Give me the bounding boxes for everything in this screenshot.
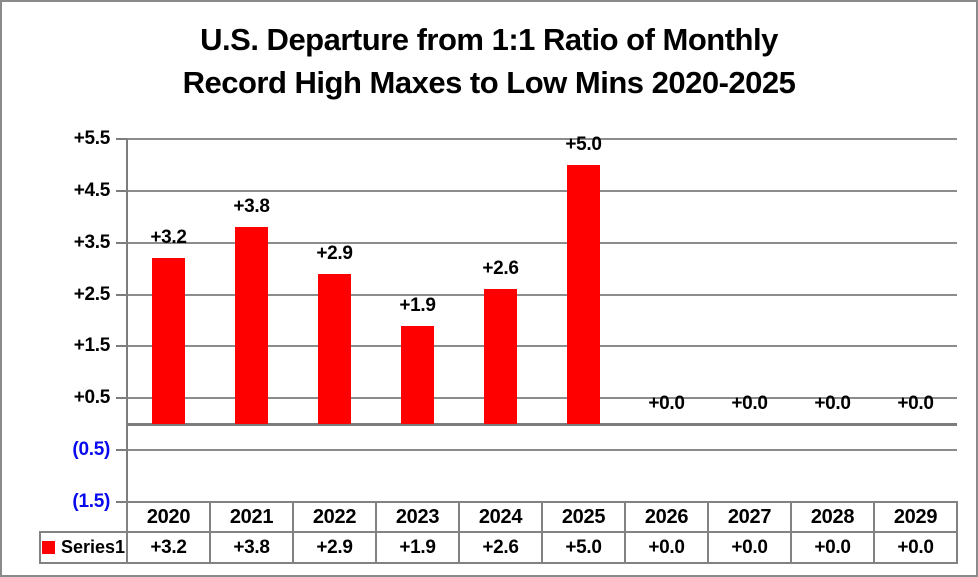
table-value-cell: +5.0 xyxy=(541,531,626,564)
gridline xyxy=(127,397,957,400)
legend-series-label: Series1 xyxy=(60,537,126,557)
table-value-cell: +3.8 xyxy=(209,531,294,564)
table-header-cell: 2022 xyxy=(292,501,377,533)
table-value-cell: +2.6 xyxy=(458,531,543,564)
y-tick-label: (0.5) xyxy=(72,439,110,461)
bar-value-label: +0.0 xyxy=(814,393,851,415)
x-axis-line xyxy=(127,423,957,427)
table-header-cell: 2020 xyxy=(126,501,211,533)
y-axis-tick xyxy=(116,449,127,452)
y-tick-label: +5.5 xyxy=(73,128,111,149)
y-tick-label: (1.5) xyxy=(72,491,110,512)
y-tick-label: +1.5 xyxy=(73,335,111,357)
bar-2025 xyxy=(567,164,600,425)
bar-2020 xyxy=(152,258,185,425)
y-axis-tick xyxy=(116,138,127,140)
table-header-cell: 2029 xyxy=(873,501,958,533)
y-axis-tick xyxy=(116,241,127,244)
table-header-cell: 2021 xyxy=(209,501,294,533)
y-tick-label: +4.5 xyxy=(73,179,111,201)
y-tick-label: +0.5 xyxy=(73,387,111,409)
chart-title-line2: Record High Maxes to Low Mins 2020-2025 xyxy=(182,65,796,100)
table-value-cell: +1.9 xyxy=(375,531,460,564)
table-header-cell: 2025 xyxy=(541,501,626,533)
gridline xyxy=(127,189,957,192)
y-axis-line xyxy=(126,139,128,502)
bar-value-label: +0.0 xyxy=(897,393,934,415)
table-value-cell: +0.0 xyxy=(707,531,792,564)
y-axis-tick xyxy=(116,345,127,348)
y-axis-tick xyxy=(116,397,127,400)
y-tick-label: +2.5 xyxy=(73,283,111,305)
gridline xyxy=(127,345,957,348)
table-value-cell: +0.0 xyxy=(790,531,875,564)
gridline xyxy=(127,293,957,296)
gridline xyxy=(127,449,957,452)
bar-value-label: +2.6 xyxy=(482,258,519,280)
bar-2021 xyxy=(235,227,268,425)
bar-2024 xyxy=(484,289,517,425)
chart-title: U.S. Departure from 1:1 Ratio of Monthly… xyxy=(2,18,976,104)
table-value-cell: +2.9 xyxy=(292,531,377,564)
table-value-cell: +0.0 xyxy=(873,531,958,564)
legend-cell: Series1 xyxy=(39,531,128,564)
chart-title-line1: U.S. Departure from 1:1 Ratio of Monthly xyxy=(200,22,778,57)
table-header-cell: 2024 xyxy=(458,501,543,533)
bar-value-label: +3.2 xyxy=(150,227,187,249)
series1-red-square-icon xyxy=(41,541,55,554)
bar-value-label: +0.0 xyxy=(648,393,685,415)
table-header-cell: 2026 xyxy=(624,501,709,533)
table-header-cell: 2028 xyxy=(790,501,875,533)
y-tick-label: +3.5 xyxy=(73,231,111,253)
gridline xyxy=(127,241,957,244)
bar-value-label: +2.9 xyxy=(316,242,353,264)
table-value-cell: +0.0 xyxy=(624,531,709,564)
table-header-cell: 2023 xyxy=(375,501,460,533)
y-axis-tick xyxy=(116,189,127,192)
bar-value-label: +1.9 xyxy=(399,294,436,316)
bar-2023 xyxy=(401,325,434,425)
bar-value-label: +0.0 xyxy=(731,393,768,415)
bar-2022 xyxy=(318,273,351,425)
y-axis-tick xyxy=(116,501,127,503)
bar-value-label: +5.0 xyxy=(565,133,602,155)
gridline xyxy=(127,138,957,140)
table-value-cell: +3.2 xyxy=(126,531,211,564)
table-header-cell: 2027 xyxy=(707,501,792,533)
y-axis-tick xyxy=(116,293,127,296)
bar-value-label: +3.8 xyxy=(233,196,270,218)
